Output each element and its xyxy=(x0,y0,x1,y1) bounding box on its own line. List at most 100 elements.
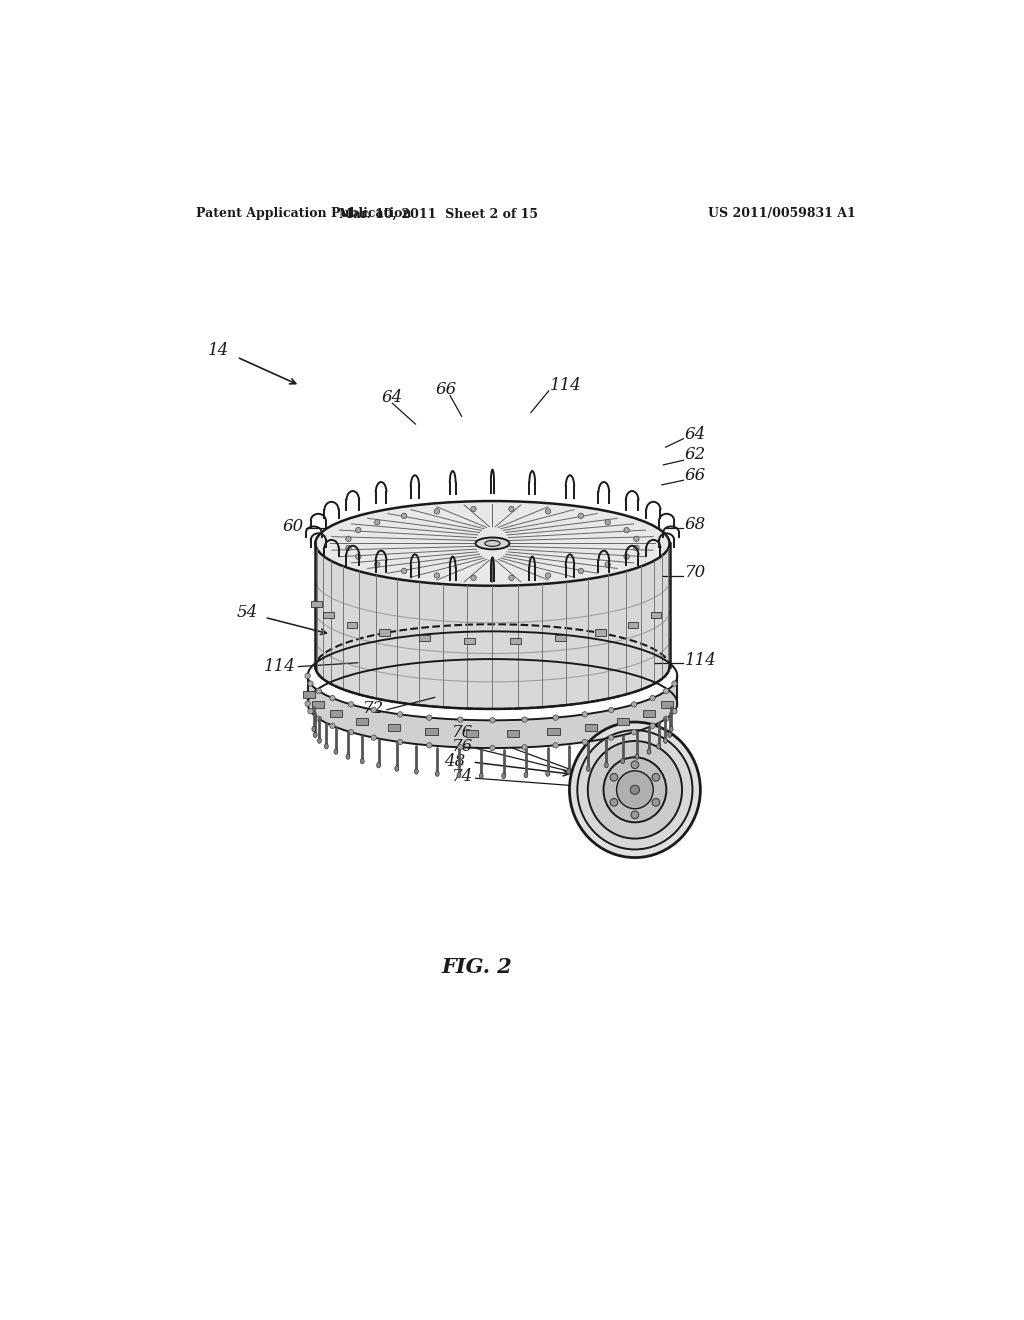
Polygon shape xyxy=(555,635,565,642)
Circle shape xyxy=(371,708,377,713)
Ellipse shape xyxy=(395,766,398,771)
Polygon shape xyxy=(388,723,400,731)
Circle shape xyxy=(471,576,476,581)
Polygon shape xyxy=(355,718,368,725)
Ellipse shape xyxy=(616,771,653,809)
Polygon shape xyxy=(660,701,673,708)
Ellipse shape xyxy=(546,771,550,776)
Text: 76: 76 xyxy=(452,725,473,742)
Ellipse shape xyxy=(668,733,672,738)
Ellipse shape xyxy=(578,730,692,850)
Ellipse shape xyxy=(604,763,608,768)
Circle shape xyxy=(427,743,432,748)
Circle shape xyxy=(664,688,669,694)
Ellipse shape xyxy=(484,540,500,546)
Polygon shape xyxy=(507,730,519,738)
Circle shape xyxy=(401,513,407,519)
Circle shape xyxy=(316,715,322,722)
Polygon shape xyxy=(303,692,315,698)
Circle shape xyxy=(330,723,335,729)
Circle shape xyxy=(471,507,476,512)
Text: 66: 66 xyxy=(685,467,707,484)
Circle shape xyxy=(427,715,432,721)
Text: 64: 64 xyxy=(382,388,403,405)
Text: 14: 14 xyxy=(208,342,229,359)
Ellipse shape xyxy=(313,733,317,738)
Circle shape xyxy=(522,717,527,722)
Ellipse shape xyxy=(377,763,381,768)
Ellipse shape xyxy=(502,774,506,779)
Text: 72: 72 xyxy=(364,701,385,718)
Circle shape xyxy=(348,730,353,735)
Text: 114: 114 xyxy=(264,659,296,675)
Polygon shape xyxy=(324,612,334,618)
Ellipse shape xyxy=(457,772,461,777)
Circle shape xyxy=(634,545,639,550)
Circle shape xyxy=(624,554,630,560)
Circle shape xyxy=(489,746,496,751)
Circle shape xyxy=(605,562,610,568)
Polygon shape xyxy=(311,602,323,607)
Circle shape xyxy=(397,739,402,744)
Ellipse shape xyxy=(479,774,483,779)
Polygon shape xyxy=(379,630,390,635)
Polygon shape xyxy=(650,612,662,618)
Circle shape xyxy=(583,711,588,717)
Circle shape xyxy=(489,718,496,723)
Circle shape xyxy=(579,568,584,574)
Polygon shape xyxy=(346,622,357,628)
Circle shape xyxy=(434,508,439,513)
Circle shape xyxy=(371,735,377,741)
Text: US 2011/0059831 A1: US 2011/0059831 A1 xyxy=(708,207,856,220)
Ellipse shape xyxy=(603,758,667,822)
Ellipse shape xyxy=(610,774,617,781)
Circle shape xyxy=(632,730,637,735)
Circle shape xyxy=(330,696,335,701)
Circle shape xyxy=(632,702,637,708)
Circle shape xyxy=(553,743,558,748)
Polygon shape xyxy=(425,729,437,735)
Ellipse shape xyxy=(631,785,640,795)
Circle shape xyxy=(579,513,584,519)
Ellipse shape xyxy=(656,743,660,748)
Circle shape xyxy=(634,536,639,541)
Text: 70: 70 xyxy=(685,564,707,581)
Circle shape xyxy=(650,723,655,729)
Polygon shape xyxy=(595,630,605,635)
Polygon shape xyxy=(330,710,342,717)
Circle shape xyxy=(664,715,669,722)
Text: 60: 60 xyxy=(283,517,304,535)
Text: Patent Application Publication: Patent Application Publication xyxy=(196,207,412,220)
Circle shape xyxy=(401,568,407,574)
Ellipse shape xyxy=(312,726,315,731)
Text: 66: 66 xyxy=(435,381,457,397)
Polygon shape xyxy=(466,730,478,738)
Ellipse shape xyxy=(524,772,527,777)
Polygon shape xyxy=(307,676,677,748)
Polygon shape xyxy=(464,638,475,644)
Polygon shape xyxy=(643,710,655,717)
Ellipse shape xyxy=(325,743,329,748)
Text: 48: 48 xyxy=(444,752,466,770)
Circle shape xyxy=(397,711,402,717)
Text: 54: 54 xyxy=(237,605,258,622)
Circle shape xyxy=(316,688,322,694)
Polygon shape xyxy=(585,723,597,731)
Ellipse shape xyxy=(664,738,668,743)
Circle shape xyxy=(608,735,614,741)
Ellipse shape xyxy=(475,537,509,549)
Circle shape xyxy=(308,709,313,714)
Circle shape xyxy=(434,573,439,578)
Ellipse shape xyxy=(621,759,625,764)
Circle shape xyxy=(375,520,380,525)
Circle shape xyxy=(346,545,351,550)
Ellipse shape xyxy=(317,738,322,743)
Circle shape xyxy=(305,701,310,706)
Circle shape xyxy=(458,744,463,750)
Ellipse shape xyxy=(610,799,617,807)
Circle shape xyxy=(509,507,514,512)
Ellipse shape xyxy=(635,754,639,759)
Text: 114: 114 xyxy=(685,652,717,669)
Circle shape xyxy=(458,717,463,722)
Ellipse shape xyxy=(346,754,350,759)
